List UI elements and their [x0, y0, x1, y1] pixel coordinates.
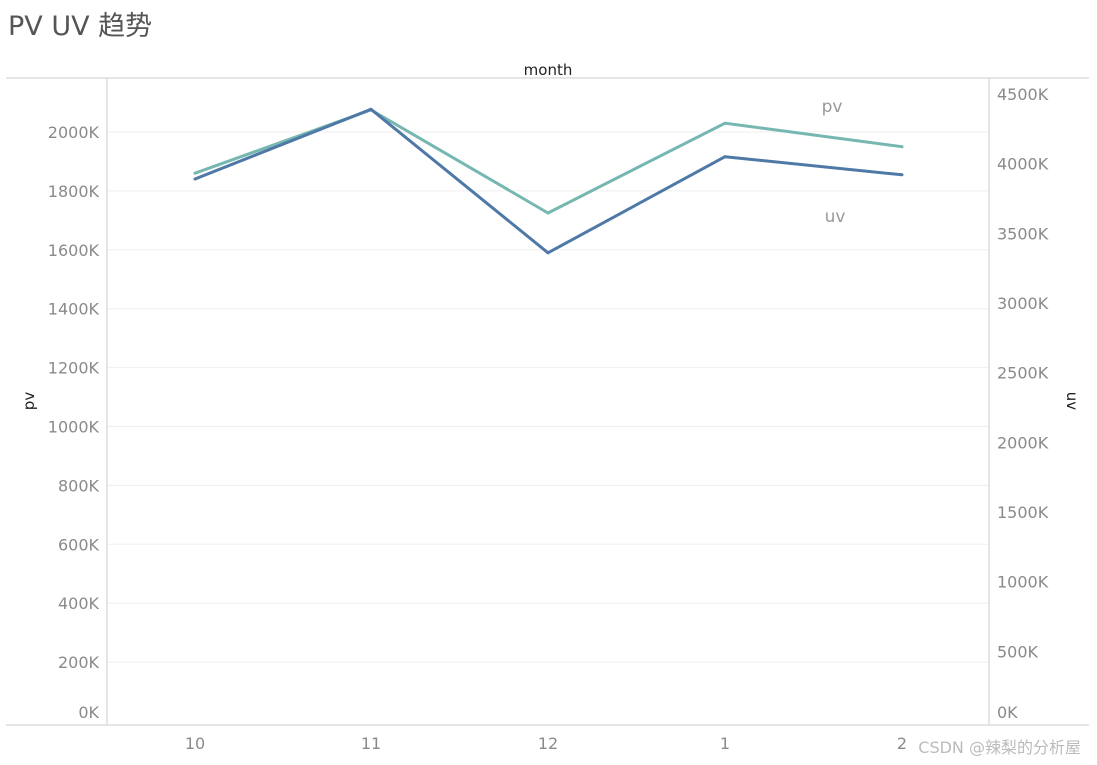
y-right-ticks: 0K 500K 1000K 1500K 2000K 2500K 3000K 3500K 4000… — [997, 85, 1049, 722]
y-right-tick-label: 4500K — [997, 85, 1049, 104]
y-left-tick-label: 200K — [58, 653, 100, 672]
x-tick-label-2: 2 — [897, 734, 907, 753]
data-point-uv — [900, 173, 904, 177]
y-left-tick-label: 800K — [58, 476, 100, 495]
y-left-tick-label: 1600K — [48, 241, 100, 260]
chart-title: PV UV 趋势 — [8, 11, 152, 42]
y-right-tick-label: 1000K — [997, 573, 1049, 592]
y-right-tick-label: 2000K — [997, 433, 1049, 452]
y-left-axis-title: pv — [20, 392, 38, 411]
y-right-tick-label: 4000K — [997, 155, 1049, 174]
y-left-ticks: 0K 200K 400K 600K 800K 1000K 1200K 1400K 1600K 18… — [48, 123, 100, 722]
series-lines — [193, 107, 904, 255]
data-point-pv — [193, 171, 197, 175]
y-right-tick-label: 3000K — [997, 294, 1049, 313]
y-right-tick-label: 0K — [997, 703, 1018, 722]
y-left-tick-label: 600K — [58, 535, 100, 554]
x-ticks: 10 11 12 1 2 — [185, 734, 907, 753]
y-left-tick-label: 1000K — [48, 418, 100, 437]
grid-lines — [107, 131, 989, 663]
y-left-tick-label: 2000K — [48, 123, 100, 142]
series-label-pv: pv — [822, 97, 843, 117]
x-tick-label-10: 10 — [185, 734, 205, 753]
y-left-tick-label: 0K — [78, 703, 99, 722]
series-label-uv: uv — [825, 207, 846, 227]
data-point-uv — [193, 177, 197, 181]
y-left-tick-label: 1400K — [48, 300, 100, 319]
y-right-tick-label: 500K — [997, 642, 1039, 661]
watermark: CSDN @辣梨的分析屋 — [918, 738, 1081, 757]
y-right-axis-title: uv — [1063, 392, 1081, 411]
data-point-pv — [723, 121, 727, 125]
x-tick-label-11: 11 — [361, 734, 381, 753]
series-line-uv — [194, 107, 903, 255]
y-left-tick-label: 1800K — [48, 182, 100, 201]
y-right-tick-label: 3500K — [997, 224, 1049, 243]
x-axis-title: month — [524, 61, 573, 79]
data-point-uv — [546, 251, 550, 255]
data-point-uv — [369, 107, 373, 111]
y-right-tick-label: 2500K — [997, 364, 1049, 383]
series-line-pv — [194, 108, 903, 215]
series-labels: pv uv — [822, 97, 846, 227]
x-tick-label-1: 1 — [720, 734, 730, 753]
data-point-uv — [723, 155, 727, 159]
y-left-tick-label: 400K — [58, 594, 100, 613]
x-tick-label-12: 12 — [538, 734, 558, 753]
data-point-pv — [900, 145, 904, 149]
y-right-tick-label: 1500K — [997, 503, 1049, 522]
data-point-pv — [546, 211, 550, 215]
y-left-tick-label: 1200K — [48, 359, 100, 378]
